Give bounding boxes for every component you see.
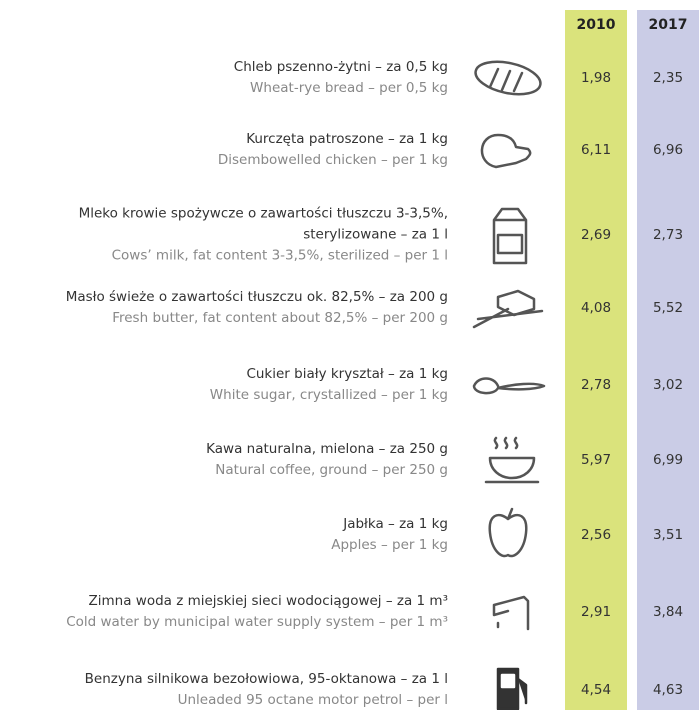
fuel-icon	[496, 667, 528, 710]
price: 3,02	[652, 377, 684, 393]
chicken-icon	[480, 133, 532, 169]
price: 2,91	[580, 604, 612, 620]
price: 6,99	[652, 452, 684, 468]
bread-icon	[474, 60, 542, 96]
row-description: Zimna woda z miejskiej sieci wodociągowe…	[0, 591, 448, 633]
row-description: Masło świeże o zawartości tłuszczu ok. 8…	[0, 287, 448, 329]
column-header: 2017	[648, 17, 688, 33]
english-label: Natural coffee, ground – per 250 g	[215, 462, 448, 478]
polish-label: Kawa naturalna, mielona – za 250 g	[206, 441, 448, 457]
row-description: Kawa naturalna, mielona – za 250 g Natura…	[0, 439, 448, 481]
price: 3,84	[652, 604, 684, 620]
row-description: Chleb pszenno-żytni – za 0,5 kg Wheat-rye…	[0, 57, 448, 99]
polish-label: Chleb pszenno-żytni – za 0,5 kg	[233, 59, 448, 75]
row-description: Mleko krowie spożywcze o zawartości tłus…	[0, 204, 448, 267]
polish-label: Masło świeże o zawartości tłuszczu ok. 8…	[65, 289, 448, 305]
english-label: Cold water by municipal water supply sys…	[66, 614, 448, 630]
milk-icon	[492, 207, 528, 265]
price: 4,08	[580, 300, 612, 316]
row-description: Jabłka – za 1 kg Apples – per 1 kg	[0, 514, 448, 556]
price: 5,52	[652, 300, 684, 316]
polish-label: Zimna woda z miejskiej sieci wodociągowe…	[88, 593, 448, 609]
price: 2,56	[580, 527, 612, 543]
butter-icon	[472, 289, 544, 329]
english-label: Apples – per 1 kg	[331, 537, 448, 553]
column-2010-bg	[565, 10, 627, 710]
row-description: Cukier biały kryształ – za 1 kg White sug…	[0, 364, 448, 406]
english-label: Fresh butter, fat content about 82,5% – …	[112, 310, 448, 326]
coffee-icon	[484, 436, 540, 484]
row-description: Benzyna silnikowa bezołowiowa, 95-oktano…	[0, 669, 448, 710]
english-label: Disembowelled chicken – per 1 kg	[217, 152, 448, 168]
polish-label: Benzyna silnikowa bezołowiowa, 95-oktano…	[84, 671, 448, 687]
price: 1,98	[580, 70, 612, 86]
column-2017-bg	[637, 10, 699, 710]
polish-label: sterylizowane – za 1 l	[303, 226, 448, 243]
row-description: Kurczęta patroszone – za 1 kg Disembowell…	[0, 129, 448, 171]
price: 2,78	[580, 377, 612, 393]
polish-label: Mleko krowie spożywcze o zawartości tłus…	[78, 205, 448, 222]
sugar-icon	[472, 377, 546, 395]
price: 6,11	[580, 142, 612, 158]
english-label: White sugar, crystallized – per 1 kg	[209, 387, 448, 403]
apple-icon	[488, 507, 528, 558]
tap-icon	[492, 595, 530, 631]
polish-label: Cukier biały kryształ – za 1 kg	[246, 366, 448, 382]
price: 2,73	[652, 227, 684, 243]
english-label: Wheat-rye bread – per 0,5 kg	[250, 80, 448, 96]
polish-label: Kurczęta patroszone – za 1 kg	[246, 131, 448, 147]
price: 5,97	[580, 452, 612, 468]
price: 2,35	[652, 70, 684, 86]
price: 3,51	[652, 527, 684, 543]
price: 4,63	[652, 682, 684, 698]
english-label: Unleaded 95 octane motor petrol – per l	[177, 692, 448, 708]
polish-label: Jabłka – za 1 kg	[343, 516, 448, 532]
price: 4,54	[580, 682, 612, 698]
price: 6,96	[652, 142, 684, 158]
column-header: 2010	[576, 17, 616, 33]
english-label: Cows’ milk, fat content 3-3,5%, steriliz…	[111, 247, 448, 264]
price: 2,69	[580, 227, 612, 243]
